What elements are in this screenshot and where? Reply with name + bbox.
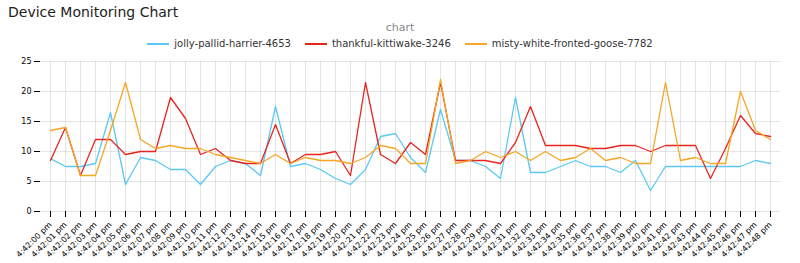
svg-text:4:42:03 pm: 4:42:03 pm <box>59 220 99 260</box>
svg-text:4:42:06 pm: 4:42:06 pm <box>104 220 144 260</box>
svg-text:4:42:37 pm: 4:42:37 pm <box>569 220 609 260</box>
svg-text:25: 25 <box>21 57 31 66</box>
svg-text:4:42:46 pm: 4:42:46 pm <box>704 220 744 260</box>
html-text:misty-white-fronted-goose-7782: misty-white-fronted-goose-7782 <box>491 38 653 49</box>
svg-text:4:42:17 pm: 4:42:17 pm <box>269 220 309 260</box>
svg-text:4:42:39 pm: 4:42:39 pm <box>599 220 639 260</box>
svg-text:4:42:12 pm: 4:42:12 pm <box>194 220 234 260</box>
svg-text:4:42:45 pm: 4:42:45 pm <box>689 220 729 260</box>
html-text:chart: chart <box>385 21 415 34</box>
svg-text:4:42:23 pm: 4:42:23 pm <box>359 220 399 260</box>
svg-text:4:42:42 pm: 4:42:42 pm <box>644 220 684 260</box>
svg-text:0: 0 <box>26 207 31 216</box>
svg-text:4:42:21 pm: 4:42:21 pm <box>329 220 369 260</box>
html-text:jolly-pallid-harrier-4653: jolly-pallid-harrier-4653 <box>174 38 291 49</box>
svg-text:4:42:05 pm: 4:42:05 pm <box>89 220 129 260</box>
svg-text:4:42:19 pm: 4:42:19 pm <box>299 220 339 260</box>
svg-text:4:42:43 pm: 4:42:43 pm <box>659 220 699 260</box>
svg-text:4:42:10 pm: 4:42:10 pm <box>164 220 204 260</box>
svg-text:4:42:47 pm: 4:42:47 pm <box>719 220 759 260</box>
svg-text:4:42:13 pm: 4:42:13 pm <box>209 220 249 260</box>
svg-text:4:42:01 pm: 4:42:01 pm <box>29 220 69 260</box>
svg-text:4:42:41 pm: 4:42:41 pm <box>629 220 669 260</box>
svg-text:4:42:32 pm: 4:42:32 pm <box>494 220 534 260</box>
svg-text:5: 5 <box>26 177 31 186</box>
svg-text:4:42:18 pm: 4:42:18 pm <box>284 220 324 260</box>
svg-text:4:42:20 pm: 4:42:20 pm <box>314 220 354 260</box>
svg-text:4:42:07 pm: 4:42:07 pm <box>119 220 159 260</box>
svg-text:20: 20 <box>21 87 31 96</box>
svg-text:4:42:27 pm: 4:42:27 pm <box>419 220 459 260</box>
svg-text:4:42:29 pm: 4:42:29 pm <box>449 220 489 260</box>
svg-text:4:42:31 pm: 4:42:31 pm <box>479 220 519 260</box>
svg-text:4:42:35 pm: 4:42:35 pm <box>539 220 579 260</box>
svg-text:4:42:04 pm: 4:42:04 pm <box>74 220 114 260</box>
svg-text:4:42:38 pm: 4:42:38 pm <box>584 220 624 260</box>
svg-text:4:42:09 pm: 4:42:09 pm <box>149 220 189 260</box>
svg-text:4:42:30 pm: 4:42:30 pm <box>464 220 504 260</box>
svg-text:4:42:25 pm: 4:42:25 pm <box>389 220 429 260</box>
svg-text:4:42:48 pm: 4:42:48 pm <box>735 220 774 259</box>
svg-text:4:42:00 pm: 4:42:00 pm <box>14 220 54 260</box>
svg-text:4:42:28 pm: 4:42:28 pm <box>434 220 474 260</box>
html-text:Device Monitoring Chart: Device Monitoring Chart <box>8 4 179 20</box>
svg-text:4:42:22 pm: 4:42:22 pm <box>344 220 384 260</box>
svg-text:4:42:40 pm: 4:42:40 pm <box>614 220 654 260</box>
svg-text:4:42:36 pm: 4:42:36 pm <box>554 220 594 260</box>
svg-text:4:42:34 pm: 4:42:34 pm <box>524 220 564 260</box>
svg-text:4:42:14 pm: 4:42:14 pm <box>224 220 264 260</box>
svg-text:4:42:16 pm: 4:42:16 pm <box>254 220 294 260</box>
svg-text:4:42:11 pm: 4:42:11 pm <box>179 220 219 260</box>
svg-text:15: 15 <box>21 117 31 126</box>
svg-text:4:42:33 pm: 4:42:33 pm <box>509 220 549 260</box>
html-text:thankful-kittiwake-3246: thankful-kittiwake-3246 <box>331 38 451 49</box>
svg-text:4:42:24 pm: 4:42:24 pm <box>374 220 414 260</box>
svg-text:4:42:08 pm: 4:42:08 pm <box>134 220 174 260</box>
svg-text:4:42:26 pm: 4:42:26 pm <box>404 220 444 260</box>
svg-text:4:42:02 pm: 4:42:02 pm <box>44 220 84 260</box>
svg-text:10: 10 <box>21 147 31 156</box>
svg-text:4:42:44 pm: 4:42:44 pm <box>674 220 714 260</box>
svg-text:4:42:15 pm: 4:42:15 pm <box>239 220 279 260</box>
